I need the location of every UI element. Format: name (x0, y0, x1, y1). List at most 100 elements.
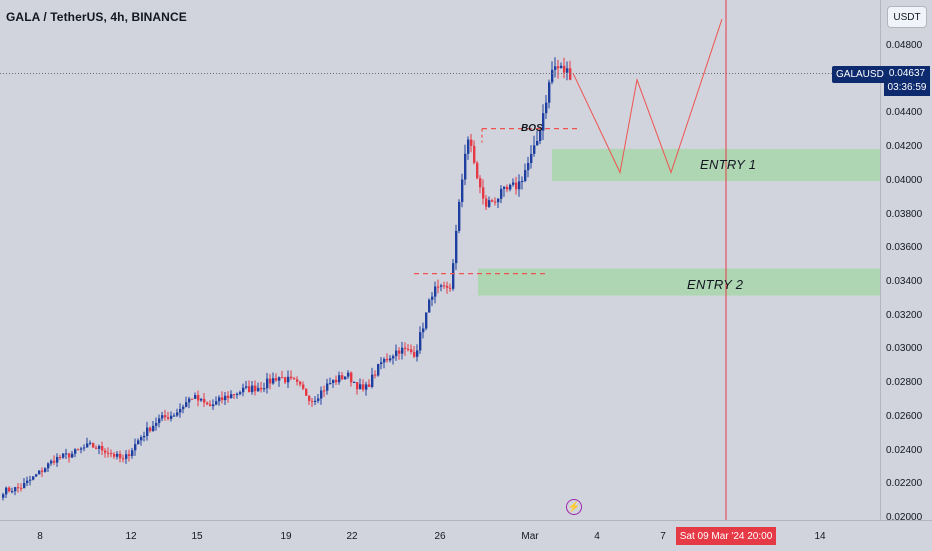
currency-button[interactable]: USDT (887, 6, 927, 28)
price-tick-label: 0.04200 (886, 141, 923, 153)
candle-body (101, 446, 104, 451)
candle-body (2, 494, 5, 498)
candle-body (98, 446, 101, 449)
candle-body (527, 162, 530, 171)
candle-body (23, 482, 26, 489)
candle-body (65, 453, 68, 455)
candle-body (545, 102, 548, 114)
candle-body (362, 384, 365, 390)
price-tick-label: 0.04400 (886, 107, 923, 119)
candle-body (113, 453, 116, 457)
chart-title: GALA / TetherUS, 4h, BINANCE (6, 10, 187, 24)
last-price-value: 0.04637 (888, 68, 926, 79)
candle-body (164, 415, 167, 418)
candle-body (401, 347, 404, 354)
price-tick-label: 0.02600 (886, 410, 923, 422)
candle-body (467, 139, 470, 154)
candle-body (320, 390, 323, 399)
candle-body (44, 468, 47, 472)
candle-body (119, 453, 122, 459)
candle-body (485, 198, 488, 207)
candle-body (530, 153, 533, 163)
candle-body (35, 474, 38, 477)
candle-body (80, 448, 83, 450)
candle-body (257, 387, 260, 392)
entry2-label: ENTRY 2 (687, 277, 744, 292)
candle-body (59, 456, 62, 458)
candle-body (359, 384, 362, 390)
candle-body (128, 454, 131, 456)
symbol-tag: GALAUSDT (832, 66, 894, 83)
candle-body (449, 287, 452, 289)
entry2-zone (478, 268, 880, 296)
candle-body (305, 388, 308, 396)
candle-body (11, 491, 14, 493)
candle-body (557, 66, 560, 69)
candle-body (503, 186, 506, 189)
candle-body (563, 65, 566, 73)
candle-body (338, 375, 341, 383)
candle-body (182, 406, 185, 410)
price-tick-label: 0.04800 (886, 40, 923, 52)
candle-body (473, 145, 476, 163)
candle-body (317, 398, 320, 401)
candle-body (137, 440, 140, 445)
candle-body (146, 427, 149, 436)
candle-body (548, 82, 551, 103)
candle-body (47, 463, 50, 469)
candle-body (455, 230, 458, 264)
candle-body (278, 377, 281, 381)
candle-body (533, 145, 536, 154)
cursor-date-tag: Sat 09 Mar '24 20:00 (676, 527, 776, 545)
candle-body (149, 427, 152, 432)
candle-body (539, 130, 542, 141)
candle-body (215, 401, 218, 405)
candle-body (416, 350, 419, 357)
candle-body (209, 404, 212, 407)
candle-body (197, 395, 200, 401)
time-tick-label: 4 (594, 531, 600, 542)
candle-body (395, 350, 398, 357)
candle-body (302, 384, 305, 389)
candle-body (89, 442, 92, 444)
candle-body (290, 376, 293, 379)
candle-body (263, 388, 266, 390)
time-tick-label: 26 (434, 531, 446, 542)
time-axis[interactable] (0, 520, 932, 551)
candlestick-chart[interactable] (0, 0, 880, 520)
lightning-icon[interactable]: ⚡ (566, 499, 582, 515)
candle-body (308, 395, 311, 401)
candle-body (281, 377, 284, 379)
candle-body (191, 398, 194, 400)
candle-body (518, 181, 521, 190)
candle-body (461, 179, 464, 202)
candle-body (176, 412, 179, 416)
chart-area[interactable]: GALA / TetherUS, 4h, BINANCE BOS ENTRY 1… (0, 0, 880, 520)
price-tick-label: 0.03400 (886, 276, 923, 288)
price-tick-label: 0.03600 (886, 242, 923, 254)
candle-body (500, 188, 503, 199)
candle-body (203, 398, 206, 403)
candle-body (158, 418, 161, 424)
candle-body (497, 198, 500, 203)
candle-body (398, 350, 401, 354)
candle-body (524, 170, 527, 182)
candle-body (29, 479, 32, 481)
candle-body (272, 378, 275, 384)
candle-body (266, 378, 269, 389)
candle-body (83, 447, 86, 449)
candle-body (275, 378, 278, 381)
candle-body (200, 398, 203, 401)
price-tick-label: 0.02000 (886, 512, 923, 523)
candle-body (536, 140, 539, 146)
price-tick-label: 0.02200 (886, 478, 923, 490)
candle-body (515, 182, 518, 190)
candle-body (8, 487, 11, 492)
candle-body (125, 454, 128, 459)
candle-body (521, 181, 524, 183)
candle-body (431, 296, 434, 300)
candle-body (53, 460, 56, 463)
candle-body (68, 453, 71, 458)
candle-body (104, 450, 107, 453)
candle-body (230, 394, 233, 399)
